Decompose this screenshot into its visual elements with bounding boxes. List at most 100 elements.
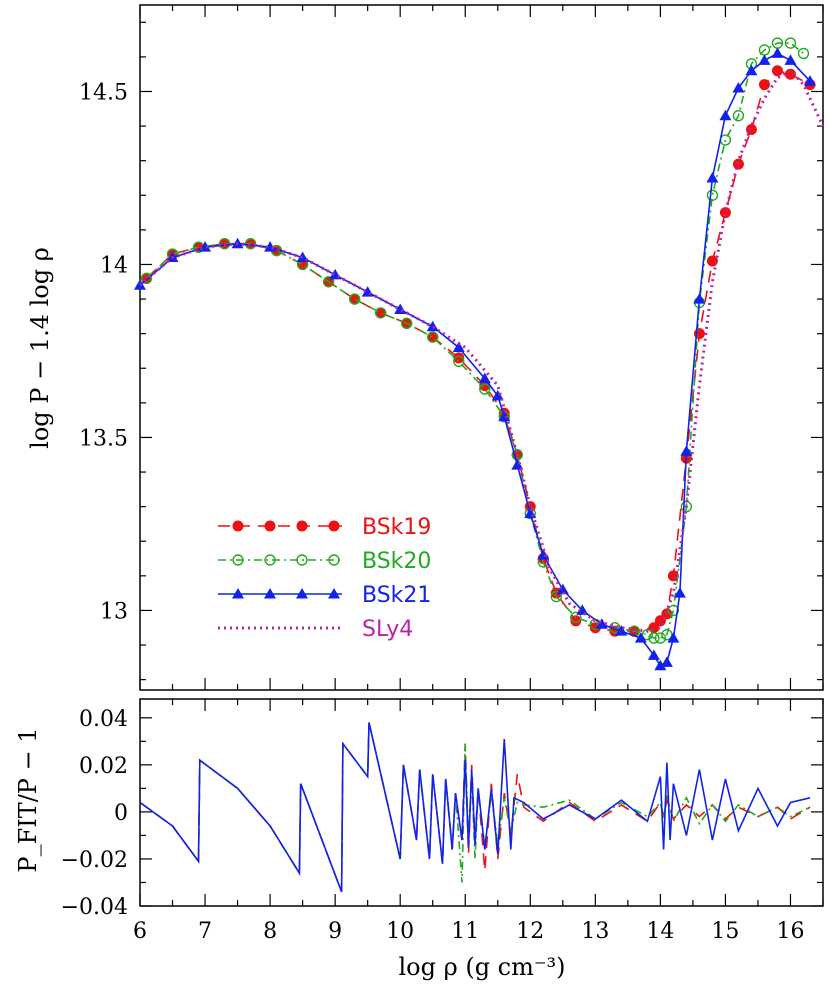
data-point: [706, 255, 718, 267]
y-tick-label: 13.5: [79, 426, 128, 451]
series-bsk20: [140, 37, 810, 644]
data-point: [771, 65, 783, 77]
series-sly4: [139, 68, 825, 633]
data-point: [537, 549, 550, 560]
data-point: [706, 189, 719, 201]
x-tick-label: 11: [451, 919, 479, 944]
data-point: [426, 320, 439, 332]
data-point: [328, 588, 340, 599]
data-point: [615, 625, 628, 636]
data-point: [576, 604, 589, 615]
top-ytick-labels: 13 13.5 14 14.5: [79, 80, 128, 624]
series-line: [145, 42, 804, 639]
legend-label: BSk19: [362, 515, 431, 540]
data-point: [296, 520, 308, 532]
y-tick-label: 13: [100, 599, 128, 624]
data-point: [771, 47, 784, 58]
data-point: [654, 659, 667, 671]
top-ticks: [139, 5, 824, 690]
y-tick-label: −0.02: [61, 848, 128, 873]
data-point: [348, 293, 361, 305]
data-point: [641, 628, 654, 641]
data-point: [667, 604, 680, 617]
data-point: [797, 47, 810, 60]
data-point: [498, 410, 511, 422]
series-line: [139, 52, 811, 667]
y-tick-label: −0.04: [61, 895, 128, 920]
data-point: [453, 355, 465, 368]
series-bsk20: [139, 722, 811, 893]
series-line: [139, 722, 811, 893]
data-point: [374, 307, 387, 319]
data-point: [264, 588, 276, 599]
legend: BSk19 BSk20 BSk21 SLy4: [218, 515, 431, 642]
data-point: [570, 611, 582, 624]
data-point: [648, 632, 660, 644]
series-line: [139, 722, 811, 893]
data-point: [719, 109, 732, 121]
data-point: [660, 656, 673, 667]
data-point: [719, 134, 732, 146]
data-point: [758, 54, 771, 65]
data-point: [654, 632, 667, 644]
data-point: [647, 649, 660, 660]
top-series: [134, 37, 825, 671]
top-y-axis-label: log P − 1.4 log ρ: [26, 247, 54, 449]
x-tick-label: 16: [776, 919, 804, 944]
data-point: [478, 372, 491, 384]
data-point: [232, 588, 244, 599]
data-point: [328, 554, 340, 566]
data-point: [784, 37, 797, 49]
series-bsk19: [141, 65, 816, 637]
data-point: [322, 276, 335, 288]
legend-item-sly4: SLy4: [218, 617, 413, 642]
data-point: [784, 68, 796, 80]
y-tick-label: 14: [100, 253, 128, 278]
y-tick-label: 0: [114, 801, 128, 826]
data-point: [361, 286, 374, 297]
series-bsk19: [139, 722, 811, 893]
legend-item-bsk20: BSk20: [218, 549, 431, 574]
data-point: [218, 238, 231, 250]
legend-label: BSk20: [362, 549, 431, 574]
data-point: [394, 303, 407, 314]
data-point: [680, 500, 693, 513]
bottom-ticks: [139, 699, 824, 907]
data-point: [693, 293, 706, 304]
series-bsk21: [134, 47, 816, 671]
bottom-ytick-labels: −0.04 −0.02 0 0.02 0.04: [61, 707, 128, 920]
legend-label: BSk21: [362, 583, 431, 608]
data-point: [296, 251, 309, 263]
data-point: [453, 352, 465, 364]
top-plot-frame: [139, 4, 824, 691]
data-point: [706, 171, 719, 183]
x-tick-label: 7: [198, 919, 212, 944]
data-point: [511, 459, 524, 470]
y-tick-label: 14.5: [79, 80, 128, 105]
data-point: [140, 272, 153, 285]
data-point: [244, 238, 257, 250]
data-point: [661, 628, 673, 641]
data-point: [667, 632, 680, 643]
x-tick-label: 13: [581, 919, 609, 944]
data-point: [264, 520, 276, 532]
top-panel: 13 13.5 14 14.5 log P − 1.4 log ρ BSk19 BSk2…: [26, 4, 825, 691]
x-axis-label: log ρ (g cm⁻³): [398, 953, 565, 981]
data-point: [556, 583, 569, 595]
data-point: [732, 158, 744, 170]
data-point: [758, 79, 770, 91]
data-point: [634, 632, 647, 643]
data-point: [745, 64, 758, 76]
data-point: [427, 331, 439, 343]
data-point: [570, 615, 582, 627]
data-point: [264, 554, 276, 566]
data-point: [479, 383, 491, 395]
bottom-y-axis-label: P_FIT/P − 1: [14, 727, 42, 872]
data-point: [400, 317, 413, 329]
x-tick-label: 9: [328, 919, 342, 944]
data-point: [491, 389, 504, 401]
data-point: [803, 75, 816, 86]
x-tick-label: 10: [386, 919, 414, 944]
legend-item-bsk19: BSk19: [218, 515, 431, 540]
data-point: [550, 590, 563, 603]
